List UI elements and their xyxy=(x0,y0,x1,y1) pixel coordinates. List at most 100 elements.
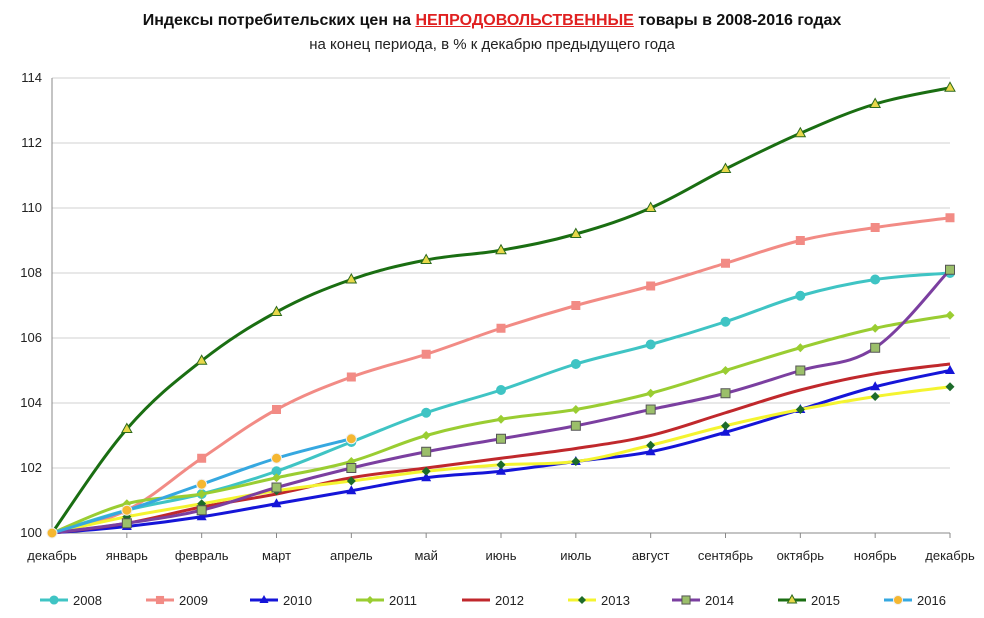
data-point xyxy=(496,460,506,470)
x-tick-label: ноябрь xyxy=(854,548,897,563)
data-point xyxy=(721,258,730,268)
data-point xyxy=(795,290,806,301)
data-point xyxy=(197,453,207,463)
data-point xyxy=(570,420,581,431)
data-point xyxy=(155,595,165,605)
data-point xyxy=(421,349,431,359)
data-point xyxy=(272,473,281,483)
x-tick-label: июль xyxy=(560,548,591,563)
data-point xyxy=(721,366,730,375)
x-tick-label: январь xyxy=(106,548,148,563)
data-point xyxy=(270,305,283,316)
data-point xyxy=(46,527,58,539)
x-tick-label: декабрь xyxy=(27,548,77,563)
y-tick-label: 102 xyxy=(20,460,42,475)
data-point xyxy=(571,301,581,310)
legend-label-2016: 2016 xyxy=(917,593,946,608)
data-point xyxy=(720,388,731,399)
data-point xyxy=(271,498,282,508)
data-point xyxy=(944,81,956,92)
data-point xyxy=(345,433,357,445)
legend-label-2015: 2015 xyxy=(811,593,840,608)
legend-label-2008: 2008 xyxy=(73,593,102,608)
x-tick-label: февраль xyxy=(175,548,229,563)
data-point xyxy=(795,405,805,414)
data-point xyxy=(495,243,507,255)
legend-label-2013: 2013 xyxy=(601,593,630,608)
data-point xyxy=(346,485,357,495)
data-point xyxy=(570,359,581,369)
data-point xyxy=(945,310,955,320)
data-point xyxy=(195,354,208,365)
data-point xyxy=(346,463,357,473)
title-highlight: НЕПРОДОВОЛЬСТВЕННЫЕ xyxy=(415,12,634,29)
data-point xyxy=(795,236,805,245)
data-point xyxy=(719,162,732,173)
y-tick-label: 110 xyxy=(21,200,42,215)
legend-label-2014: 2014 xyxy=(705,593,734,608)
data-point xyxy=(945,264,955,275)
data-point xyxy=(870,381,881,391)
title-suffix: товары в 2008-2016 годах xyxy=(633,12,842,29)
data-point xyxy=(496,414,506,424)
legend-label-2009: 2009 xyxy=(179,593,208,608)
data-point xyxy=(945,365,955,374)
title-prefix: Индексы потребительских цен на xyxy=(142,12,416,29)
data-point xyxy=(121,518,132,529)
series-line-2009 xyxy=(51,216,951,535)
data-point xyxy=(197,489,207,499)
data-point xyxy=(945,382,955,392)
x-tick-label: август xyxy=(632,548,670,563)
data-point xyxy=(421,431,431,440)
data-point xyxy=(794,126,807,138)
series-line-2011 xyxy=(51,313,951,535)
data-point xyxy=(795,365,806,376)
data-point xyxy=(870,274,881,285)
data-point xyxy=(869,97,882,108)
chart-subtitle: на конец периода, в % к декабрю предыдущ… xyxy=(309,36,675,53)
data-point xyxy=(645,404,656,415)
x-tick-label: июнь xyxy=(486,548,517,563)
data-point xyxy=(646,440,656,450)
data-point xyxy=(346,372,356,382)
data-point xyxy=(870,223,880,232)
data-point xyxy=(421,446,432,457)
data-point xyxy=(646,388,656,398)
data-point xyxy=(571,457,581,466)
data-point xyxy=(421,466,431,476)
data-point xyxy=(121,504,133,516)
x-tick-label: декабрь xyxy=(925,548,975,563)
data-point xyxy=(271,482,282,493)
data-point xyxy=(421,407,432,418)
data-point xyxy=(720,316,731,327)
data-point xyxy=(346,476,356,486)
data-point xyxy=(569,227,582,238)
y-tick-label: 100 xyxy=(20,525,42,540)
x-tick-label: апрель xyxy=(330,548,373,563)
y-tick-label: 104 xyxy=(20,395,42,410)
data-point xyxy=(870,323,880,333)
data-point xyxy=(420,253,433,264)
data-point xyxy=(645,446,656,456)
legend-label-2010: 2010 xyxy=(283,593,312,608)
data-point xyxy=(365,595,375,605)
data-point xyxy=(271,452,282,464)
data-point xyxy=(870,392,880,401)
data-point xyxy=(120,422,133,433)
data-point xyxy=(786,593,798,604)
data-point xyxy=(496,465,506,475)
x-tick-label: март xyxy=(262,548,291,563)
data-point xyxy=(496,433,506,444)
y-tick-label: 114 xyxy=(21,70,42,85)
data-point xyxy=(681,595,691,605)
data-point xyxy=(421,472,432,482)
data-point xyxy=(945,213,955,223)
data-point xyxy=(577,595,587,605)
legend-label-2012: 2012 xyxy=(495,593,524,608)
x-tick-label: октябрь xyxy=(777,548,825,563)
chart-title: Индексы потребительских цен на НЕПРОДОВО… xyxy=(0,12,984,30)
x-tick-label: сентябрь xyxy=(698,548,754,563)
data-point xyxy=(646,281,656,291)
